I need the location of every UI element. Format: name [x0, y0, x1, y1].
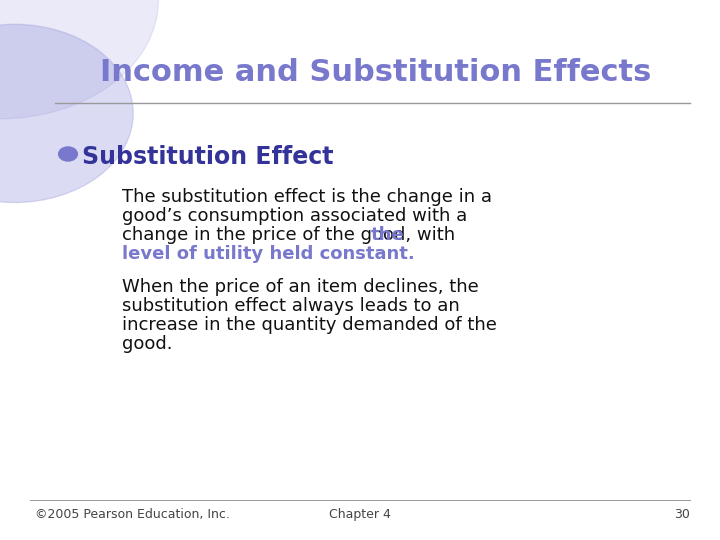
Text: Income and Substitution Effects: Income and Substitution Effects — [100, 58, 652, 87]
Circle shape — [0, 0, 158, 119]
Text: Substitution Effect: Substitution Effect — [82, 145, 333, 169]
Text: substitution effect always leads to an: substitution effect always leads to an — [122, 297, 460, 315]
Text: The substitution effect is the change in a: The substitution effect is the change in… — [122, 188, 492, 206]
Text: the: the — [371, 226, 405, 244]
Text: level of utility held constant.: level of utility held constant. — [122, 245, 415, 263]
Text: ©2005 Pearson Education, Inc.: ©2005 Pearson Education, Inc. — [35, 508, 230, 521]
Text: Chapter 4: Chapter 4 — [329, 508, 391, 521]
Text: 30: 30 — [674, 508, 690, 521]
Text: good’s consumption associated with a: good’s consumption associated with a — [122, 207, 467, 225]
Text: When the price of an item declines, the: When the price of an item declines, the — [122, 278, 479, 296]
Text: good.: good. — [122, 335, 173, 353]
Text: increase in the quantity demanded of the: increase in the quantity demanded of the — [122, 316, 497, 334]
Text: change in the price of the good, with: change in the price of the good, with — [122, 226, 461, 244]
Circle shape — [0, 24, 133, 203]
